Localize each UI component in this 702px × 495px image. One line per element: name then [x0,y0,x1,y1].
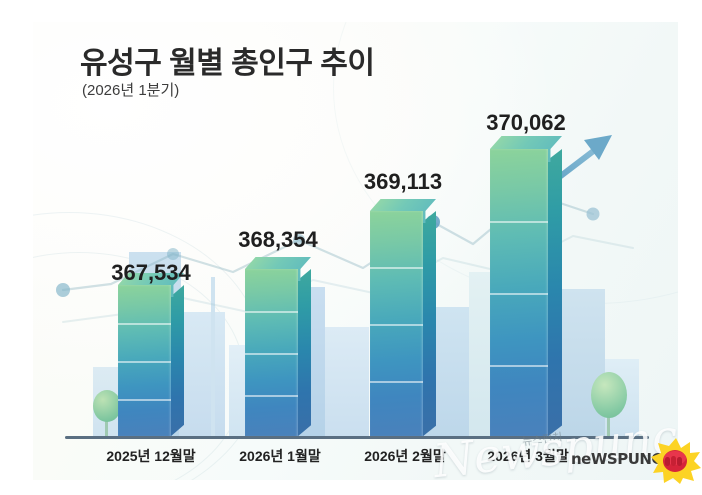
bar-group-2 [245,257,311,437]
bar-segment-line [118,323,171,325]
bar-group-3 [370,199,436,437]
building-silhouette [325,327,369,437]
bar-segment-line [370,381,423,383]
x-axis-label-3: 2026년 2월말 [364,448,446,464]
building-silhouette [179,312,225,437]
bar-front-face [118,285,171,437]
bar-front-face [245,269,298,437]
building-antenna [211,277,215,437]
bar-segment-line [370,324,423,326]
bar-side-face [170,285,184,437]
tree-foliage [93,390,121,422]
newspunch-logo: neWSPUNCH [571,438,701,486]
bar-value-label-4: 370,062 [486,110,566,135]
bar-segment-line [490,221,548,223]
bar-segment-line [118,399,171,401]
logo-text: neWSPUNCH [571,450,675,468]
page-subtitle: (2026년 1분기) [82,82,180,99]
bar-side-face [422,211,436,437]
bar-side-face [297,269,311,437]
tree-foliage [591,372,627,418]
chart-panel: 367,534 368,354 369,113 [33,22,678,480]
page-title: 유성구 월별 총인구 추이 [80,47,375,80]
bar-side-face [547,149,562,437]
x-axis-label-2: 2026년 1월말 [239,448,321,464]
bar-segment-line [245,353,298,355]
x-axis-label-4: 2026년 3월말 [487,448,569,464]
tree-trunk [607,407,610,437]
bar-value-label-1: 367,534 [111,260,191,285]
bar-group-1 [118,273,184,437]
bar-value-label-2: 368,354 [238,227,318,252]
x-axis-line [65,436,649,439]
bar-segment-line [245,311,298,313]
bar-segment-line [118,361,171,363]
bar-front-face [490,149,548,437]
bar-segment-line [370,267,423,269]
bar-front-face [370,211,423,437]
x-axis-label-1: 2025년 12월말 [106,448,196,464]
bar-group-4 [490,136,562,437]
bar-segment-line [245,395,298,397]
bar-value-label-3: 369,113 [363,169,443,194]
bar-segment-line [490,365,548,367]
bar-segment-line [490,293,548,295]
tree-trunk [105,415,108,437]
fist-burst-icon [651,438,701,484]
